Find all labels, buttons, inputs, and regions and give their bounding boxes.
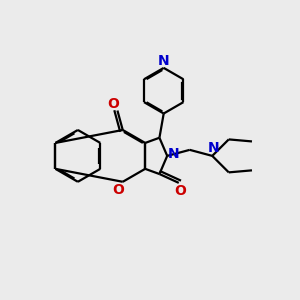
- Text: N: N: [158, 53, 170, 68]
- Text: O: O: [107, 97, 119, 111]
- Text: O: O: [174, 184, 186, 198]
- Text: N: N: [207, 141, 219, 154]
- Text: O: O: [112, 183, 124, 197]
- Text: N: N: [167, 147, 179, 161]
